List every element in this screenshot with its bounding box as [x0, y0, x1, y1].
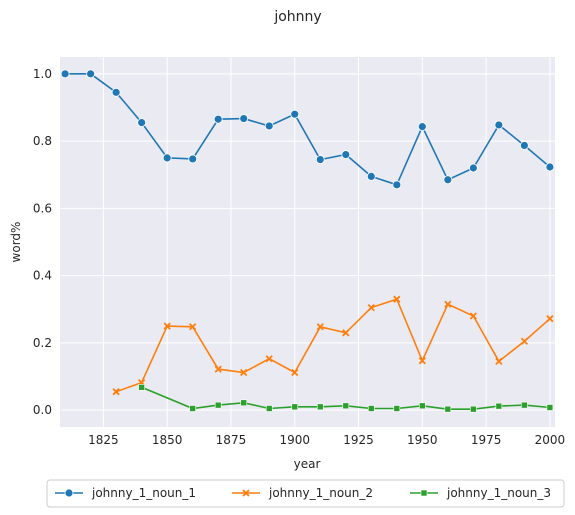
data-point — [316, 403, 324, 411]
data-point — [60, 69, 70, 79]
x-axis-ticks: 1825 1850 1875 1900 1925 1950 1975 2000 — [88, 433, 565, 447]
legend-box — [46, 479, 565, 508]
data-point — [443, 175, 453, 185]
data-point — [341, 150, 351, 159]
y-axis-label: word% — [9, 222, 23, 263]
legend-label: johnny_1_noun_2 — [268, 486, 373, 500]
series-line — [65, 73, 551, 186]
series-layer — [60, 69, 555, 413]
chart-title: johnny — [273, 9, 321, 25]
data-point — [393, 295, 401, 303]
y-tick-label: 1.0 — [33, 67, 52, 81]
grid-lines — [60, 57, 555, 427]
x-tick-label: 2000 — [535, 433, 566, 447]
data-point — [418, 357, 426, 365]
x-tick-label: 1925 — [343, 433, 374, 447]
data-point — [417, 122, 427, 132]
data-point — [315, 155, 325, 164]
data-point — [367, 303, 375, 312]
data-point — [64, 488, 74, 498]
y-tick-label: 0.4 — [33, 269, 52, 283]
data-point — [392, 180, 402, 190]
data-point — [291, 403, 299, 411]
data-point — [112, 388, 120, 396]
series-2 — [112, 295, 554, 396]
legend-label: johnny_1_noun_1 — [91, 486, 196, 500]
data-point — [214, 401, 222, 409]
y-axis-ticks: 0.0 0.2 0.4 0.6 0.8 1.0 — [33, 67, 52, 417]
data-point — [519, 141, 529, 150]
data-point — [520, 337, 529, 345]
data-point — [86, 69, 96, 79]
x-tick-label: 1900 — [279, 433, 310, 447]
x-tick-label: 1950 — [407, 433, 438, 447]
data-point — [468, 163, 478, 173]
legend-label: johnny_1_noun_3 — [446, 486, 551, 500]
plot-area — [60, 57, 555, 427]
y-tick-label: 0.6 — [33, 201, 52, 215]
legend-item: johnny_1_noun_2 — [232, 486, 373, 500]
data-point — [366, 172, 376, 181]
data-point — [316, 323, 324, 331]
data-point — [239, 114, 249, 123]
data-point — [162, 153, 172, 163]
data-point — [265, 405, 273, 412]
data-point — [213, 114, 223, 124]
data-point — [189, 405, 196, 412]
series-1 — [60, 69, 555, 190]
data-point — [240, 368, 248, 377]
legend-item: johnny_1_noun_3 — [410, 486, 551, 500]
x-tick-label: 1850 — [152, 433, 183, 447]
data-point — [188, 154, 198, 164]
series-line — [115, 298, 551, 393]
data-point — [138, 384, 145, 391]
series-line — [141, 386, 550, 411]
x-tick-label: 1975 — [471, 433, 502, 447]
data-point — [290, 109, 300, 119]
data-point — [242, 489, 250, 497]
data-point — [342, 329, 350, 337]
y-tick-label: 0.2 — [33, 336, 52, 350]
data-point — [495, 357, 503, 366]
data-point — [546, 315, 554, 323]
data-point — [469, 312, 477, 320]
legend-item: johnny_1_noun_1 — [55, 486, 196, 500]
data-point — [419, 402, 426, 410]
x-tick-label: 1875 — [216, 433, 247, 447]
data-point — [189, 323, 197, 331]
y-tick-label: 0.0 — [33, 403, 52, 417]
data-point — [470, 405, 477, 413]
data-point — [214, 365, 222, 373]
legend: johnny_1_noun_1 johnny_1_noun_2 johnny_1_n… — [46, 479, 565, 508]
data-point — [367, 405, 375, 412]
data-point — [494, 120, 504, 130]
data-point — [163, 322, 171, 330]
data-point — [291, 368, 299, 377]
data-point — [444, 405, 452, 413]
series-3 — [138, 384, 554, 413]
y-tick-label: 0.8 — [33, 134, 52, 148]
data-point — [444, 300, 452, 308]
data-point — [342, 402, 350, 410]
data-point — [137, 118, 147, 127]
x-tick-label: 1825 — [88, 433, 119, 447]
data-point — [265, 355, 273, 363]
data-point — [545, 162, 555, 172]
data-point — [264, 121, 274, 131]
data-point — [111, 87, 121, 97]
data-point — [546, 404, 554, 411]
data-point — [240, 399, 248, 407]
data-point — [495, 402, 503, 410]
x-axis-label: year — [294, 457, 321, 471]
data-point — [420, 489, 428, 497]
data-point — [521, 401, 528, 409]
data-point — [393, 405, 401, 412]
